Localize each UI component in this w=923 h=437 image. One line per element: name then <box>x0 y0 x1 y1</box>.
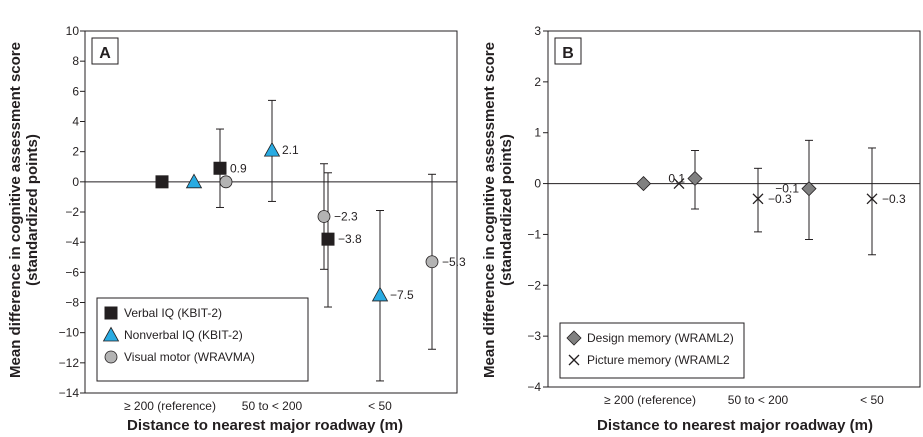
panel-b-diamond-point <box>635 176 652 192</box>
panel-a-triangle-point <box>185 173 203 189</box>
panel-b-legend-label: Design memory (WRAML2) <box>587 331 734 345</box>
panel-b-y-axis-title-line1: Mean difference in cognitive assessment … <box>481 42 498 378</box>
panel-b-legend-diamond-icon <box>566 330 582 346</box>
panel-b-y-tick-label: 3 <box>534 24 541 38</box>
panel-b: Mean difference in cognitive assessment … <box>481 24 921 434</box>
panel-b-diamond-point <box>687 170 703 187</box>
panel-a-category-label: 50 to < 200 <box>242 399 303 413</box>
panel-a-y-tick-label: −12 <box>59 356 80 370</box>
panel-b-category-label: 50 to < 200 <box>728 393 789 407</box>
panel-a-y-tick-label: 6 <box>72 84 79 98</box>
panel-a-y-tick-label: −14 <box>59 386 80 400</box>
panel-a-y-axis-title-line1: Mean difference in cognitive assessment … <box>7 42 24 378</box>
panel-a-y-tick-label: 8 <box>72 54 79 68</box>
panel-a-y-tick-label: 10 <box>66 24 80 38</box>
panel-b-category-label: < 50 <box>860 393 884 407</box>
panel-a-y-tick-label: −6 <box>65 265 79 279</box>
panel-a-letter: A <box>99 45 111 62</box>
panel-b-y-tick-label: −2 <box>527 278 541 292</box>
panel-a-circle-point <box>317 210 331 223</box>
panel-a-y-tick-label: −8 <box>65 296 79 310</box>
panel-b-y-tick-label: 2 <box>534 75 541 89</box>
panel-b-plot-frame <box>547 30 921 388</box>
panel-a: Mean difference in cognitive assessment … <box>7 24 466 434</box>
panel-a-legend-circle-icon <box>104 350 118 364</box>
panel-a-square-point <box>321 232 335 246</box>
panel-b-x-point <box>673 178 685 190</box>
panel-b-x-data-label: −0.3 <box>882 192 906 206</box>
panel-b-legend: Design memory (WRAML2) Picture memory (WR… <box>559 322 745 379</box>
panel-b-diamond-data-label: −0.1 <box>775 182 799 196</box>
panel-a-letter-box <box>91 37 119 65</box>
panel-b-y-tick-label: −4 <box>527 380 541 394</box>
panel-a-square-point <box>213 161 227 175</box>
panel-a-circle-data-label: −5.3 <box>442 255 466 269</box>
panel-a-plot-area: 10 8 6 4 2 0 −2 −4 −6 −8 −10 −12 −14 ≥ 200 (reference… <box>59 24 466 413</box>
panel-b-category-label: ≥ 200 (reference) <box>604 393 696 407</box>
panel-a-square-data-label: −3.8 <box>338 232 362 246</box>
panel-a-x-axis-title: Distance to nearest major roadway (m) <box>127 417 403 434</box>
panel-a-triangle-point <box>371 286 389 302</box>
panel-a-circle-data-label: −2.3 <box>334 210 358 224</box>
panel-a-triangle-data-label: −7.5 <box>390 288 414 302</box>
panel-b-legend-label: Picture memory (WRAML2 <box>587 353 730 367</box>
panel-a-category-label: ≥ 200 (reference) <box>124 399 216 413</box>
panel-a-square-point <box>155 175 169 189</box>
panel-b-diamond-point <box>801 181 817 197</box>
panel-a-legend-square-icon <box>104 306 118 320</box>
panel-b-y-tick-label: −3 <box>527 329 541 343</box>
panel-a-legend-box <box>96 297 309 382</box>
panel-b-plot-area: 3 2 1 0 −1 −2 −3 −4 ≥ 200 (reference) 50 to < 200… <box>527 24 920 407</box>
panel-a-y-tick-label: 0 <box>72 175 79 189</box>
panel-a-triangle-data-label: 2.1 <box>282 143 299 157</box>
panel-b-diamond-data-label: 0.1 <box>668 171 685 185</box>
panel-a-legend-label: Nonverbal IQ (KBIT-2) <box>124 328 243 342</box>
panel-b-legend-x-icon <box>568 354 580 366</box>
panel-a-y-tick-label: −10 <box>59 326 80 340</box>
panel-a-legend: Verbal IQ (KBIT-2) Nonverbal IQ (KBIT-2) V… <box>96 297 309 382</box>
panel-a-triangle-point <box>263 141 281 157</box>
panel-b-x-data-label: −0.3 <box>768 192 792 206</box>
panel-b-y-axis-title-line2: (standardized points) <box>498 134 515 286</box>
panel-a-category-label: < 50 <box>368 399 392 413</box>
panel-a-y-tick-label: −2 <box>65 205 79 219</box>
panel-b-legend-box <box>559 322 745 379</box>
panel-a-legend-label: Verbal IQ (KBIT-2) <box>124 306 222 320</box>
panel-a-y-tick-label: 4 <box>72 115 79 129</box>
panel-b-x-point <box>752 193 764 205</box>
panel-b-x-axis-title: Distance to nearest major roadway (m) <box>597 417 873 434</box>
panel-b-y-tick-label: 0 <box>534 177 541 191</box>
panel-a-y-tick-label: −4 <box>65 235 79 249</box>
panel-a-square-data-label: 0.9 <box>230 161 247 175</box>
panel-b-y-tick-label: 1 <box>534 126 541 140</box>
panel-a-circle-point <box>425 255 439 269</box>
panel-a-legend-label: Visual motor (WRAVMA) <box>124 350 255 364</box>
panel-b-y-tick-label: −1 <box>527 227 541 241</box>
panel-b-x-point <box>866 193 878 205</box>
panel-a-y-axis-title-line2: (standardized points) <box>24 134 41 286</box>
panel-a-y-tick-label: 2 <box>72 145 79 159</box>
panel-a-circle-point <box>219 175 233 189</box>
panel-b-letter-box <box>554 37 582 65</box>
panel-b-letter: B <box>562 45 574 62</box>
panel-a-legend-triangle-icon <box>102 326 120 342</box>
